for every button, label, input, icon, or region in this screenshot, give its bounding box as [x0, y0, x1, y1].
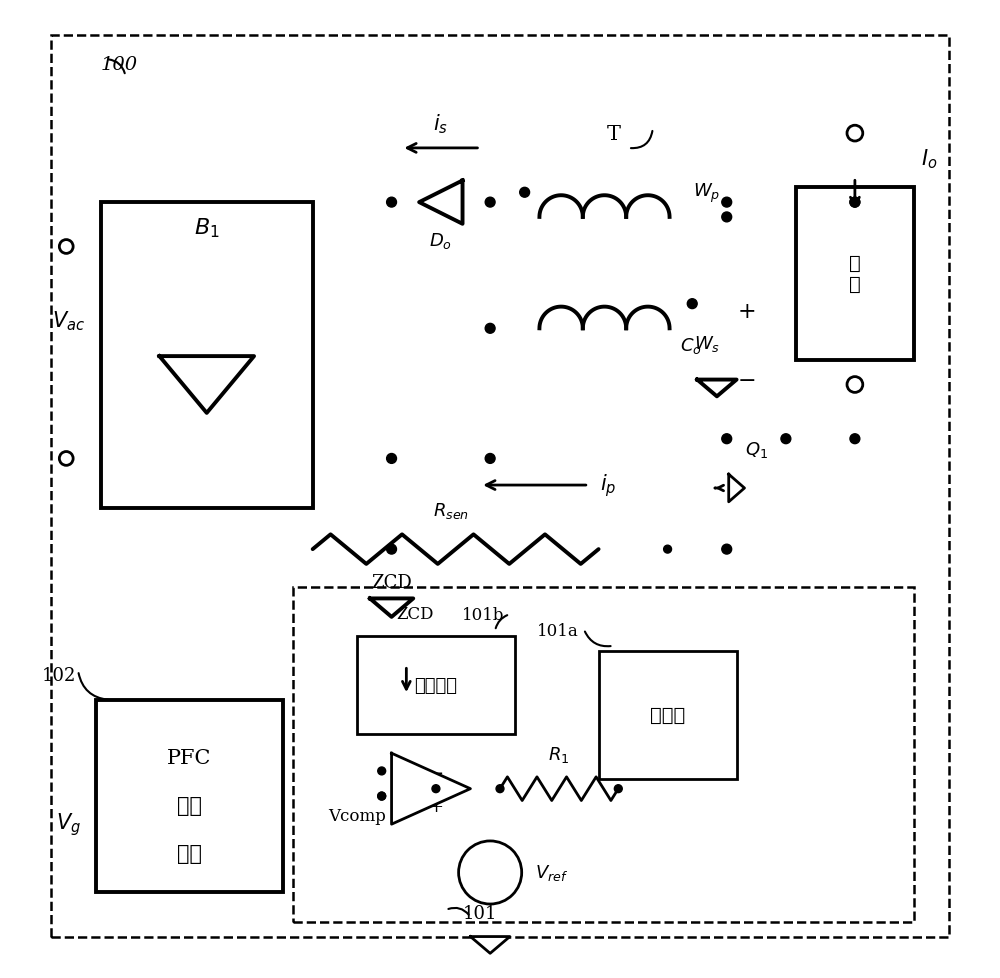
Circle shape: [850, 198, 860, 208]
Circle shape: [387, 198, 396, 208]
Text: Vcomp: Vcomp: [328, 808, 386, 824]
Text: PFC: PFC: [167, 748, 212, 768]
Text: +: +: [428, 798, 443, 816]
Text: $V_{ac}$: $V_{ac}$: [52, 309, 85, 333]
Circle shape: [432, 785, 440, 793]
Text: $V_{in}$: $V_{in}$: [416, 621, 441, 642]
Polygon shape: [392, 753, 470, 824]
Text: $W_s$: $W_s$: [694, 333, 720, 354]
Text: $Q_1$: $Q_1$: [745, 439, 768, 459]
Circle shape: [722, 198, 732, 208]
Text: ZCD: ZCD: [371, 573, 412, 591]
Text: 100: 100: [101, 56, 138, 74]
Text: 电路: 电路: [177, 844, 202, 864]
Text: 负
载: 负 载: [849, 255, 861, 293]
Text: ZCD: ZCD: [396, 605, 434, 622]
Text: −: −: [737, 369, 756, 391]
Bar: [357, 637, 515, 734]
Circle shape: [850, 198, 860, 208]
Text: $i_p$: $i_p$: [600, 472, 617, 499]
Text: T: T: [606, 124, 620, 144]
Polygon shape: [470, 937, 510, 954]
Polygon shape: [419, 181, 463, 225]
Text: $-$: $-$: [428, 762, 443, 780]
Circle shape: [781, 434, 791, 444]
Text: $R_1$: $R_1$: [548, 744, 570, 765]
Text: 补偿网络: 补偿网络: [414, 677, 457, 694]
Circle shape: [485, 454, 495, 464]
Polygon shape: [159, 357, 254, 414]
Circle shape: [485, 324, 495, 333]
Circle shape: [378, 792, 386, 800]
Text: $C_{in}$: $C_{in}$: [337, 587, 362, 606]
Circle shape: [664, 546, 672, 554]
Text: $V_g$: $V_g$: [56, 810, 81, 837]
Circle shape: [459, 841, 522, 904]
Circle shape: [520, 188, 530, 198]
Text: 101a: 101a: [537, 623, 579, 640]
Circle shape: [722, 545, 732, 555]
Polygon shape: [729, 474, 744, 503]
Bar: [101, 202, 313, 509]
Circle shape: [687, 299, 697, 309]
Text: $V_{ref}$: $V_{ref}$: [535, 863, 568, 882]
Text: 101: 101: [463, 904, 498, 922]
Circle shape: [614, 785, 622, 793]
Polygon shape: [697, 380, 737, 397]
Text: 102: 102: [42, 667, 76, 685]
Circle shape: [847, 126, 863, 142]
Text: $W_p$: $W_p$: [693, 182, 721, 204]
Text: $D_o$: $D_o$: [429, 231, 452, 250]
Circle shape: [847, 378, 863, 393]
Circle shape: [59, 241, 73, 254]
Bar: [796, 188, 914, 361]
Text: 101b: 101b: [462, 606, 505, 623]
Circle shape: [722, 434, 732, 444]
Text: +: +: [478, 852, 493, 869]
Bar: [500, 163, 727, 390]
Text: $U_f$: $U_f$: [429, 778, 449, 799]
Bar: [96, 700, 283, 892]
Circle shape: [378, 767, 386, 776]
Circle shape: [387, 545, 396, 555]
Text: $I_o$: $I_o$: [921, 147, 937, 170]
Polygon shape: [370, 599, 413, 617]
Bar: [377, 744, 406, 799]
Text: −: −: [478, 875, 493, 893]
Text: 控制: 控制: [177, 796, 202, 816]
Circle shape: [378, 792, 386, 800]
Text: 滤波器: 滤波器: [650, 706, 685, 724]
Text: $R_{sen}$: $R_{sen}$: [433, 500, 469, 520]
Circle shape: [722, 213, 732, 223]
Bar: [293, 587, 914, 922]
Circle shape: [496, 785, 504, 793]
Text: $i_s$: $i_s$: [433, 112, 448, 136]
Circle shape: [485, 198, 495, 208]
Circle shape: [850, 434, 860, 444]
Bar: [599, 651, 737, 779]
Text: $B_1$: $B_1$: [194, 216, 220, 240]
Text: +: +: [737, 300, 756, 322]
Text: $C_o$: $C_o$: [680, 335, 702, 356]
Circle shape: [387, 454, 396, 464]
Circle shape: [59, 452, 73, 466]
